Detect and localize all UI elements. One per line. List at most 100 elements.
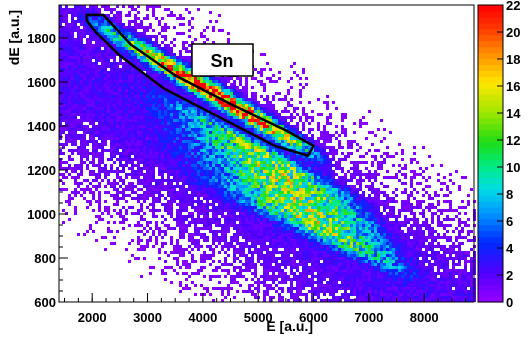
heatmap-cell — [116, 110, 119, 113]
heatmap-cell — [152, 77, 155, 80]
heatmap-cell — [167, 8, 170, 11]
heatmap-cell — [200, 179, 203, 182]
heatmap-cell — [104, 83, 107, 86]
heatmap-cell — [203, 194, 206, 197]
heatmap-cell — [305, 116, 308, 119]
heatmap-cell — [122, 206, 125, 209]
heatmap-cell — [257, 107, 260, 110]
heatmap-cell — [329, 197, 332, 200]
heatmap-cell — [80, 173, 83, 176]
heatmap-cell — [182, 125, 185, 128]
heatmap-cell — [143, 125, 146, 128]
heatmap-cell — [326, 95, 329, 98]
heatmap-cell — [134, 23, 137, 26]
heatmap-cell — [59, 74, 62, 77]
heatmap-cell — [161, 194, 164, 197]
heatmap-cell — [134, 197, 137, 200]
heatmap-cell — [125, 26, 128, 29]
heatmap-cell — [278, 119, 281, 122]
heatmap-cell — [140, 89, 143, 92]
heatmap-cell — [251, 182, 254, 185]
heatmap-cell — [314, 212, 317, 215]
heatmap-cell — [101, 65, 104, 68]
heatmap-cell — [179, 185, 182, 188]
heatmap-cell — [197, 134, 200, 137]
heatmap-cell — [179, 113, 182, 116]
heatmap-cell — [218, 80, 221, 83]
heatmap-cell — [122, 50, 125, 53]
heatmap-cell — [104, 110, 107, 113]
heatmap-cell — [143, 77, 146, 80]
heatmap-cell — [293, 182, 296, 185]
heatmap-cell — [101, 179, 104, 182]
heatmap-cell — [215, 107, 218, 110]
heatmap-cell — [167, 194, 170, 197]
heatmap-cell — [311, 140, 314, 143]
heatmap-cell — [83, 92, 86, 95]
heatmap-cell — [83, 47, 86, 50]
heatmap-cell — [326, 158, 329, 161]
heatmap-cell — [107, 101, 110, 104]
heatmap-cell — [155, 56, 158, 59]
heatmap-cell — [155, 140, 158, 143]
heatmap-cell — [215, 86, 218, 89]
heatmap-cell — [269, 173, 272, 176]
heatmap-cell — [152, 101, 155, 104]
heatmap-cell — [185, 155, 188, 158]
heatmap-cell — [131, 41, 134, 44]
heatmap-cell — [293, 167, 296, 170]
heatmap-cell — [239, 146, 242, 149]
heatmap-cell — [380, 200, 383, 203]
heatmap-cell — [86, 44, 89, 47]
heatmap-cell — [167, 80, 170, 83]
heatmap-cell — [224, 179, 227, 182]
heatmap-cell — [98, 89, 101, 92]
heatmap-cell — [74, 65, 77, 68]
heatmap-cell — [152, 125, 155, 128]
heatmap-cell — [254, 161, 257, 164]
heatmap-cell — [188, 92, 191, 95]
heatmap-cell — [227, 125, 230, 128]
heatmap-cell — [368, 173, 371, 176]
heatmap-cell — [245, 188, 248, 191]
heatmap-cell — [257, 191, 260, 194]
heatmap-cell — [182, 176, 185, 179]
heatmap-cell — [206, 95, 209, 98]
heatmap-cell — [194, 134, 197, 137]
heatmap-cell — [104, 200, 107, 203]
heatmap-cell — [278, 128, 281, 131]
heatmap-cell — [149, 116, 152, 119]
heatmap-cell — [281, 116, 284, 119]
heatmap-cell — [320, 179, 323, 182]
heatmap-cell — [128, 89, 131, 92]
heatmap-cell — [167, 140, 170, 143]
heatmap-cell — [239, 164, 242, 167]
heatmap-cell — [242, 86, 245, 89]
heatmap-cell — [287, 167, 290, 170]
heatmap-cell — [212, 185, 215, 188]
heatmap-cell — [140, 56, 143, 59]
heatmap-cell — [92, 173, 95, 176]
heatmap-cell — [269, 140, 272, 143]
heatmap-cell — [143, 104, 146, 107]
heatmap-cell — [125, 164, 128, 167]
heatmap-cell — [263, 107, 266, 110]
heatmap-cell — [242, 152, 245, 155]
heatmap-cell — [119, 212, 122, 215]
heatmap-cell — [308, 191, 311, 194]
heatmap-cell — [83, 116, 86, 119]
heatmap-cell — [170, 56, 173, 59]
heatmap-cell — [239, 83, 242, 86]
heatmap-cell — [362, 191, 365, 194]
heatmap-cell — [65, 41, 68, 44]
heatmap-cell — [242, 95, 245, 98]
heatmap-cell — [95, 50, 98, 53]
heatmap-cell — [188, 149, 191, 152]
heatmap-cell — [296, 122, 299, 125]
heatmap-cell — [107, 158, 110, 161]
heatmap-cell — [143, 185, 146, 188]
heatmap-cell — [95, 77, 98, 80]
heatmap-cell — [317, 122, 320, 125]
heatmap-cell — [119, 125, 122, 128]
heatmap-cell — [185, 56, 188, 59]
